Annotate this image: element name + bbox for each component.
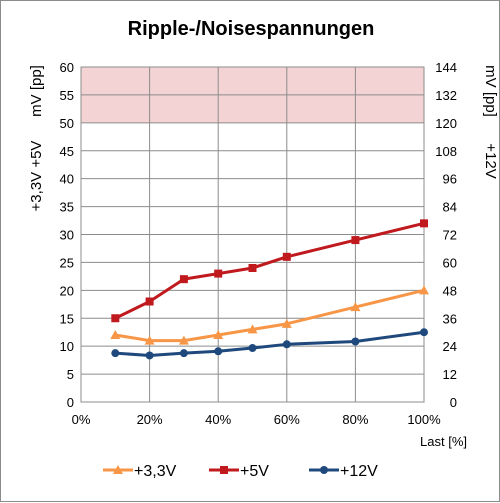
- y-tick-label-right: 48: [443, 283, 457, 298]
- data-point-5v: [145, 297, 154, 306]
- data-point-12v: [351, 337, 360, 346]
- data-point-5v: [111, 314, 120, 323]
- y-tick-label-right: 96: [443, 172, 457, 187]
- y-tick-label-left: 25: [60, 255, 74, 270]
- data-point-33v: [247, 324, 258, 334]
- data-point-12v: [248, 344, 257, 353]
- y-tick-label-left: 15: [60, 311, 74, 326]
- legend-marker-12v: [320, 466, 328, 474]
- x-tick-label: 20%: [137, 412, 163, 427]
- right-axis-unit-label: mV [pp]: [482, 65, 499, 117]
- data-point-5v: [282, 252, 291, 261]
- legend-marker-33v: [113, 465, 123, 474]
- y-tick-label-right: 72: [443, 228, 457, 243]
- y-tick-label-left: 50: [60, 116, 74, 131]
- y-tick-label-left: 55: [60, 88, 74, 103]
- legend-marker-5v: [220, 466, 228, 474]
- y-tick-label-right: 60: [443, 255, 457, 270]
- y-tick-label-left: 60: [60, 60, 74, 75]
- data-point-33v: [281, 318, 292, 328]
- data-point-12v: [420, 328, 428, 337]
- legend-label-5v: +5V: [240, 463, 269, 480]
- x-tick-label: 40%: [205, 412, 231, 427]
- data-point-12v: [214, 347, 223, 356]
- series-line-5v: [114, 221, 425, 320]
- y-tick-label-right: 36: [443, 311, 457, 326]
- y-tick-label-right: 132: [435, 88, 457, 103]
- data-point-12v: [111, 349, 120, 358]
- y-tick-label-right: 108: [435, 144, 457, 159]
- y-tick-label-left: 30: [60, 228, 74, 243]
- y-tick-label-right: 84: [443, 200, 457, 215]
- x-tick-label: 80%: [342, 412, 368, 427]
- y-tick-label-right: 24: [443, 339, 457, 354]
- data-point-33v: [213, 330, 224, 339]
- data-point-5v: [214, 269, 223, 278]
- y-tick-label-left: 20: [60, 283, 74, 298]
- data-point-5v: [179, 275, 188, 284]
- data-point-5v: [420, 219, 428, 228]
- right-axis-rail-label: +12V: [482, 143, 499, 178]
- legend-label-12v: +12V: [340, 463, 378, 480]
- data-point-33v: [419, 285, 429, 295]
- y-tick-label-left: 5: [67, 367, 74, 382]
- data-point-33v: [144, 335, 155, 345]
- y-tick-label-left: 10: [60, 339, 74, 354]
- chart-title: Ripple-/Noisespannungen: [128, 18, 375, 40]
- data-point-5v: [248, 264, 257, 272]
- data-point-33v: [178, 335, 189, 345]
- x-tick-label: 60%: [274, 412, 300, 427]
- y-tick-label-left: 0: [67, 395, 74, 410]
- data-point-5v: [351, 236, 360, 245]
- x-tick-label: 0%: [72, 412, 91, 427]
- plot-area-border: [80, 66, 425, 403]
- data-point-12v: [179, 349, 188, 358]
- y-tick-label-right: 12: [443, 367, 457, 382]
- data-point-12v: [282, 340, 291, 349]
- legend-label-33v: +3,3V: [134, 463, 177, 480]
- data-point-33v: [350, 302, 361, 312]
- y-tick-label-right: 0: [450, 395, 457, 410]
- x-axis-label: Last [%]: [420, 434, 467, 449]
- series-line-12v: [115, 330, 425, 357]
- data-point-33v: [110, 330, 121, 339]
- y-tick-label-left: 40: [60, 172, 74, 187]
- series-line-33v: [115, 288, 425, 343]
- y-tick-label-right: 144: [435, 60, 457, 75]
- y-tick-label-left: 35: [60, 200, 74, 215]
- y-tick-label-left: 45: [60, 144, 74, 159]
- left-axis-rail-label: +3,3V +5V: [28, 141, 45, 212]
- left-axis-unit-label: mV [pp]: [28, 65, 45, 117]
- data-point-12v: [145, 351, 154, 360]
- x-tick-label: 100%: [407, 412, 441, 427]
- y-tick-label-right: 120: [435, 116, 457, 131]
